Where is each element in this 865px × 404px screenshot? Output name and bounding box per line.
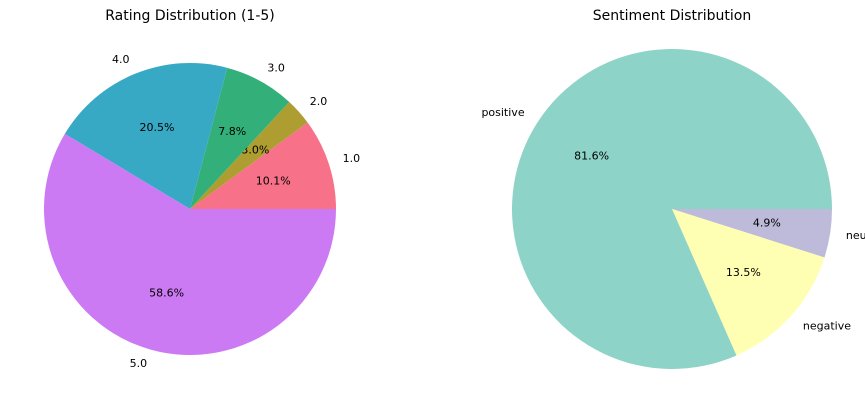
slice-label-negative: negative bbox=[803, 320, 851, 333]
slice-label-positive: positive bbox=[481, 106, 524, 119]
pie-slice-5-0 bbox=[43, 133, 336, 355]
slice-label-1-0: 1.0 bbox=[343, 152, 361, 165]
pie-slice-neutral bbox=[672, 209, 832, 258]
sentiment-chart-title: Sentiment Distribution bbox=[593, 8, 752, 24]
slice-percent-3-0: 7.8% bbox=[218, 125, 246, 138]
slice-percent-negative: 13.5% bbox=[726, 266, 761, 279]
slice-label-2-0: 2.0 bbox=[310, 95, 328, 108]
slice-label-3-0: 3.0 bbox=[267, 61, 285, 74]
slice-percent-2-0: 3.0% bbox=[241, 144, 269, 157]
pie-slice-2-0 bbox=[190, 101, 308, 209]
slice-percent-positive: 81.6% bbox=[574, 150, 609, 163]
pie-slice-negative bbox=[672, 209, 825, 356]
pie-slice-positive bbox=[512, 49, 832, 370]
slice-label-neutral: neutral bbox=[846, 229, 865, 242]
rating-chart-title: Rating Distribution (1-5) bbox=[105, 8, 275, 24]
sentiment-pie-chart: neutral 4.9% negative 13.5% positive 81.6% Sen… bbox=[481, 8, 865, 370]
pie-slice-3-0 bbox=[190, 67, 290, 209]
slice-percent-neutral: 4.9% bbox=[753, 217, 781, 230]
pie-slice-1-0 bbox=[190, 122, 336, 209]
slice-percent-4-0: 20.5% bbox=[140, 121, 175, 134]
slice-label-4-0: 4.0 bbox=[112, 53, 130, 66]
slice-label-5-0: 5.0 bbox=[130, 357, 148, 370]
slice-percent-1-0: 10.1% bbox=[256, 175, 291, 188]
slice-percent-5-0: 58.6% bbox=[149, 286, 184, 299]
pie-slice-4-0 bbox=[64, 63, 228, 210]
rating-pie-chart: 1.0 10.1% 2.0 3.0% 3.0 7.8% 4.0 20.5% 5.0 58.6% Ra… bbox=[43, 8, 361, 370]
